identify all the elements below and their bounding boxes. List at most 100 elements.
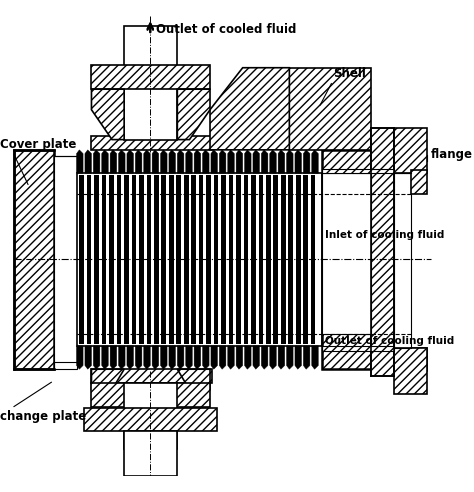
Bar — [273, 175, 278, 344]
Polygon shape — [177, 89, 210, 140]
Bar — [394, 348, 428, 395]
Bar — [322, 173, 372, 334]
Bar — [124, 383, 177, 449]
Bar — [206, 175, 211, 344]
Bar — [54, 156, 76, 369]
Polygon shape — [169, 150, 175, 173]
Bar — [394, 128, 428, 173]
Polygon shape — [287, 150, 293, 173]
Bar — [296, 175, 301, 344]
Bar — [94, 175, 99, 344]
Polygon shape — [312, 150, 318, 173]
Bar — [214, 175, 219, 344]
Bar — [91, 383, 210, 407]
Bar — [102, 175, 106, 344]
Polygon shape — [169, 346, 175, 369]
Bar — [322, 150, 372, 369]
Polygon shape — [236, 346, 243, 369]
Bar — [199, 175, 203, 344]
Polygon shape — [76, 150, 83, 173]
Bar — [322, 169, 394, 173]
Polygon shape — [303, 150, 310, 173]
Polygon shape — [295, 150, 301, 173]
Polygon shape — [136, 150, 142, 173]
Bar — [288, 175, 293, 344]
Bar — [169, 175, 173, 344]
Bar — [258, 175, 263, 344]
Text: Cover plate: Cover plate — [0, 138, 76, 151]
Polygon shape — [118, 346, 125, 369]
Polygon shape — [219, 346, 226, 369]
Polygon shape — [186, 346, 192, 369]
Bar — [84, 408, 218, 431]
Polygon shape — [202, 150, 209, 173]
Bar — [410, 170, 428, 194]
Text: Inlet of cooling fluid: Inlet of cooling fluid — [325, 230, 444, 240]
Polygon shape — [85, 346, 91, 369]
Polygon shape — [110, 150, 117, 173]
Polygon shape — [270, 346, 276, 369]
Polygon shape — [85, 150, 91, 173]
Polygon shape — [144, 150, 150, 173]
Text: flange: flange — [431, 148, 473, 161]
Polygon shape — [127, 150, 134, 173]
Polygon shape — [177, 346, 184, 369]
Bar — [221, 175, 226, 344]
Bar — [76, 173, 322, 346]
Bar — [311, 175, 316, 344]
Bar — [139, 175, 144, 344]
Polygon shape — [228, 150, 234, 173]
Polygon shape — [110, 346, 117, 369]
Polygon shape — [102, 150, 108, 173]
Bar — [146, 175, 151, 344]
Polygon shape — [177, 369, 210, 390]
Polygon shape — [211, 346, 218, 369]
Polygon shape — [186, 150, 192, 173]
Polygon shape — [287, 346, 293, 369]
Polygon shape — [93, 346, 100, 369]
Polygon shape — [312, 346, 318, 369]
Polygon shape — [245, 346, 251, 369]
Polygon shape — [202, 346, 209, 369]
Polygon shape — [161, 150, 167, 173]
Polygon shape — [161, 346, 167, 369]
Bar — [372, 128, 394, 376]
Polygon shape — [76, 346, 83, 369]
Polygon shape — [261, 150, 268, 173]
Polygon shape — [210, 68, 289, 150]
Polygon shape — [152, 346, 159, 369]
Bar — [281, 175, 286, 344]
Polygon shape — [245, 150, 251, 173]
Bar — [191, 175, 196, 344]
Bar — [154, 175, 159, 344]
Text: change plate: change plate — [0, 410, 86, 423]
Bar — [91, 369, 212, 383]
Polygon shape — [177, 150, 184, 173]
Bar — [251, 175, 256, 344]
Polygon shape — [211, 150, 218, 173]
Bar — [410, 348, 428, 371]
Bar — [124, 431, 177, 476]
Polygon shape — [194, 346, 201, 369]
Bar — [244, 175, 248, 344]
Polygon shape — [236, 150, 243, 173]
Bar — [289, 68, 372, 150]
Bar — [228, 175, 233, 344]
Polygon shape — [102, 346, 108, 369]
Bar — [303, 175, 308, 344]
Bar — [117, 175, 121, 344]
Polygon shape — [219, 150, 226, 173]
Polygon shape — [91, 369, 124, 390]
Bar — [91, 65, 210, 89]
Bar — [109, 175, 114, 344]
Polygon shape — [228, 346, 234, 369]
Bar — [394, 173, 410, 348]
Bar — [124, 26, 177, 140]
Bar — [266, 175, 271, 344]
Bar — [184, 175, 189, 344]
Text: Outlet of cooling fluid: Outlet of cooling fluid — [325, 336, 454, 346]
Polygon shape — [270, 150, 276, 173]
Polygon shape — [295, 346, 301, 369]
Bar — [14, 150, 54, 369]
Bar — [322, 346, 394, 350]
